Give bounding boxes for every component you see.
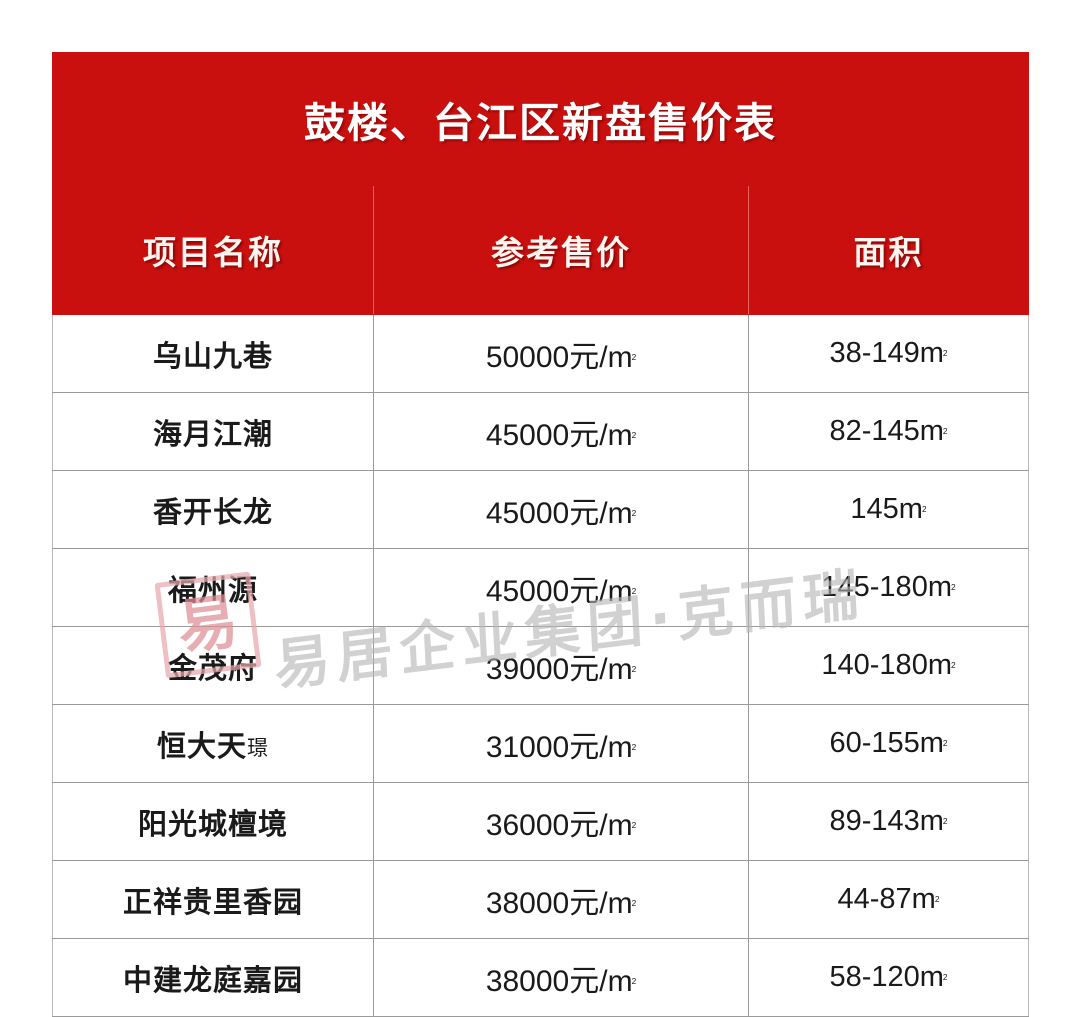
column-header-name-label: 项目名称 — [143, 233, 283, 272]
column-header-area: 面积 — [748, 185, 1029, 315]
table-row: 海月江潮 45000元/m2 82-145m2 — [52, 392, 1029, 471]
reference-price-text: 36000元/m — [485, 808, 633, 842]
price-table: 鼓楼、台江区新盘售价表 项目名称 参考售价 面积 乌山九巷 50000元/m2 38… — [52, 52, 1029, 1017]
cell-reference-price: 39000元/m2 — [373, 626, 749, 705]
table-header-row: 项目名称 参考售价 面积 — [52, 185, 1029, 315]
project-name-text: 正祥贵里香园 — [122, 884, 303, 919]
reference-price-text: 45000元/m — [485, 496, 633, 530]
cell-project-name: 乌山九巷 — [52, 314, 374, 393]
page-title: 鼓楼、台江区新盘售价表 — [304, 99, 777, 147]
price-unit-superscript: 2 — [631, 586, 637, 597]
table-row: 香开长龙 45000元/m2 145m2 — [52, 470, 1029, 549]
price-unit-superscript: 2 — [631, 508, 637, 519]
area-text: 82-145m — [829, 415, 944, 447]
project-name-text: 金茂府 — [167, 650, 258, 685]
reference-price-text: 31000元/m — [485, 730, 633, 764]
area-text: 140-180m — [821, 649, 952, 681]
area-unit-superscript: 2 — [921, 503, 927, 514]
table-row: 中建龙庭嘉园 38000元/m2 58-120m2 — [52, 938, 1029, 1017]
area-text: 38-149m — [829, 337, 944, 369]
project-name-suffix-text: 璟 — [247, 735, 269, 760]
project-name-text: 福州源 — [167, 572, 258, 607]
cell-area: 82-145m2 — [748, 392, 1029, 471]
cell-project-name: 正祥贵里香园 — [52, 860, 374, 939]
area-text: 89-143m — [829, 805, 944, 837]
area-unit-superscript: 2 — [950, 581, 956, 592]
area-text: 60-155m — [829, 727, 944, 759]
area-unit-superscript: 2 — [942, 737, 948, 748]
project-name-text: 恒大天 — [156, 728, 247, 763]
cell-area: 44-87m2 — [748, 860, 1029, 939]
reference-price-text: 45000元/m — [485, 418, 633, 452]
cell-project-name: 恒大天璟 — [52, 704, 374, 783]
project-name-text: 香开长龙 — [152, 494, 273, 529]
area-unit-superscript: 2 — [942, 815, 948, 826]
table-title-cell: 鼓楼、台江区新盘售价表 — [52, 52, 1029, 186]
cell-reference-price: 45000元/m2 — [373, 548, 749, 627]
cell-area: 145m2 — [748, 470, 1029, 549]
table-row: 正祥贵里香园 38000元/m2 44-87m2 — [52, 860, 1029, 939]
project-name-text: 中建龙庭嘉园 — [122, 962, 303, 997]
area-unit-superscript: 2 — [942, 425, 948, 436]
cell-project-name: 香开长龙 — [52, 470, 374, 549]
cell-reference-price: 38000元/m2 — [373, 860, 749, 939]
cell-area: 60-155m2 — [748, 704, 1029, 783]
price-unit-superscript: 2 — [631, 352, 637, 363]
column-header-price-label: 参考售价 — [491, 233, 631, 272]
price-unit-superscript: 2 — [631, 976, 637, 987]
area-unit-superscript: 2 — [942, 971, 948, 982]
cell-reference-price: 45000元/m2 — [373, 470, 749, 549]
cell-project-name: 福州源 — [52, 548, 374, 627]
table-row: 恒大天璟 31000元/m2 60-155m2 — [52, 704, 1029, 783]
reference-price-text: 50000元/m — [485, 340, 633, 374]
project-name-text: 海月江潮 — [152, 416, 273, 451]
price-unit-superscript: 2 — [631, 742, 637, 753]
column-header-price: 参考售价 — [373, 185, 749, 315]
area-unit-superscript: 2 — [942, 347, 948, 358]
cell-reference-price: 45000元/m2 — [373, 392, 749, 471]
cell-project-name: 中建龙庭嘉园 — [52, 938, 374, 1017]
cell-project-name: 金茂府 — [52, 626, 374, 705]
price-unit-superscript: 2 — [631, 430, 637, 441]
table-title-row: 鼓楼、台江区新盘售价表 — [52, 52, 1029, 186]
cell-reference-price: 31000元/m2 — [373, 704, 749, 783]
area-unit-superscript: 2 — [934, 893, 940, 904]
area-text: 44-87m — [837, 883, 936, 915]
column-header-area-label: 面积 — [853, 233, 924, 272]
project-name-text: 乌山九巷 — [152, 338, 273, 373]
cell-area: 89-143m2 — [748, 782, 1029, 861]
table-row: 乌山九巷 50000元/m2 38-149m2 — [52, 314, 1029, 393]
reference-price-text: 45000元/m — [485, 574, 633, 608]
cell-area: 140-180m2 — [748, 626, 1029, 705]
cell-reference-price: 36000元/m2 — [373, 782, 749, 861]
reference-price-text: 39000元/m — [485, 652, 633, 686]
cell-project-name: 海月江潮 — [52, 392, 374, 471]
column-header-name: 项目名称 — [52, 185, 374, 315]
area-text: 58-120m — [829, 961, 944, 993]
area-unit-superscript: 2 — [950, 659, 956, 670]
cell-area: 58-120m2 — [748, 938, 1029, 1017]
table-row: 阳光城檀境 36000元/m2 89-143m2 — [52, 782, 1029, 861]
cell-area: 38-149m2 — [748, 314, 1029, 393]
price-unit-superscript: 2 — [631, 820, 637, 831]
reference-price-text: 38000元/m — [485, 964, 633, 998]
price-unit-superscript: 2 — [631, 664, 637, 675]
table-row: 金茂府 39000元/m2 140-180m2 — [52, 626, 1029, 705]
area-text: 145-180m — [821, 571, 952, 603]
cell-reference-price: 38000元/m2 — [373, 938, 749, 1017]
price-unit-superscript: 2 — [631, 898, 637, 909]
area-text: 145m — [850, 493, 923, 525]
cell-reference-price: 50000元/m2 — [373, 314, 749, 393]
project-name-text: 阳光城檀境 — [137, 806, 288, 841]
cell-area: 145-180m2 — [748, 548, 1029, 627]
cell-project-name: 阳光城檀境 — [52, 782, 374, 861]
reference-price-text: 38000元/m — [485, 886, 633, 920]
table-row: 福州源 45000元/m2 145-180m2 — [52, 548, 1029, 627]
